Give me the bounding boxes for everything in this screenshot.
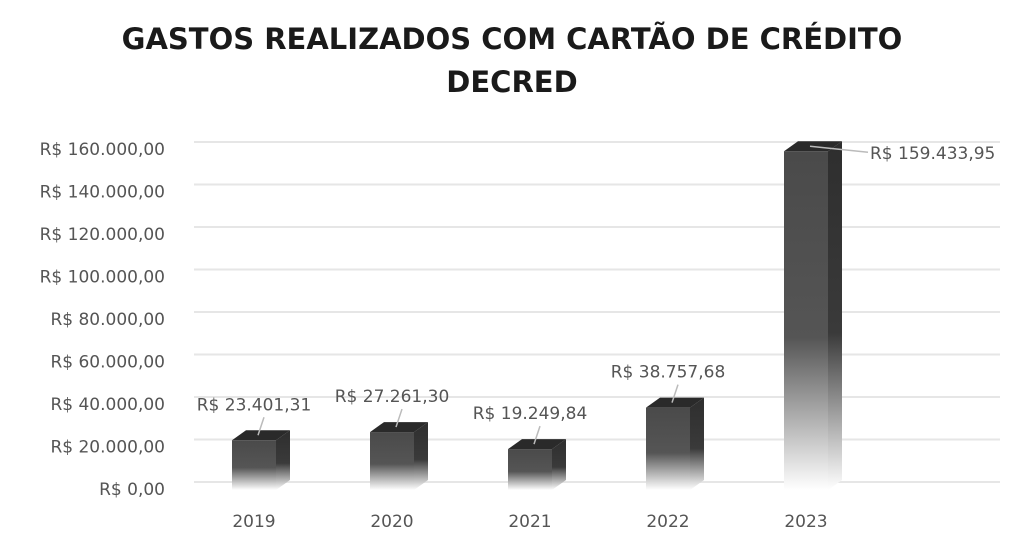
value-label: R$ 159.433,95 [870, 144, 995, 164]
y-tick-label: R$ 100.000,00 [40, 268, 165, 288]
bar [784, 151, 828, 490]
y-tick-label: R$ 0,00 [99, 480, 165, 500]
x-tick-label: 2022 [646, 512, 689, 532]
bar-side [690, 397, 704, 490]
leader-line [809, 145, 869, 153]
leader-line [257, 417, 265, 436]
bar-top [646, 397, 704, 408]
y-tick-label: R$ 140.000,00 [40, 183, 165, 203]
y-tick-label: R$ 40.000,00 [50, 395, 165, 415]
bar [232, 440, 276, 490]
x-tick-label: 2020 [370, 512, 413, 532]
value-label: R$ 19.249,84 [473, 404, 588, 424]
y-tick-label: R$ 20.000,00 [50, 438, 165, 458]
value-label: R$ 38.757,68 [611, 363, 726, 383]
bar [370, 432, 414, 490]
bar-side [276, 430, 290, 490]
y-tick-label: R$ 120.000,00 [40, 225, 165, 245]
bar [646, 407, 690, 490]
bar [508, 449, 552, 490]
value-label: R$ 23.401,31 [197, 395, 312, 415]
y-tick-label: R$ 60.000,00 [50, 353, 165, 373]
bar-side [552, 439, 566, 490]
value-label: R$ 27.261,30 [335, 387, 450, 407]
leader-line [671, 384, 679, 403]
bar-side [828, 141, 842, 490]
bar-top [232, 430, 290, 441]
x-tick-label: 2021 [508, 512, 551, 532]
leader-line [533, 425, 541, 445]
bar-top [508, 439, 566, 450]
y-tick-label: R$ 160.000,00 [40, 140, 165, 160]
x-tick-label: 2023 [784, 512, 827, 532]
bar-top [370, 422, 428, 433]
x-tick-label: 2019 [232, 512, 275, 532]
bar-side [414, 422, 428, 490]
leader-line [395, 408, 403, 428]
y-tick-label: R$ 80.000,00 [50, 310, 165, 330]
chart-title: GASTOS REALIZADOS COM CARTÃO DE CRÉDITO … [121, 22, 903, 99]
